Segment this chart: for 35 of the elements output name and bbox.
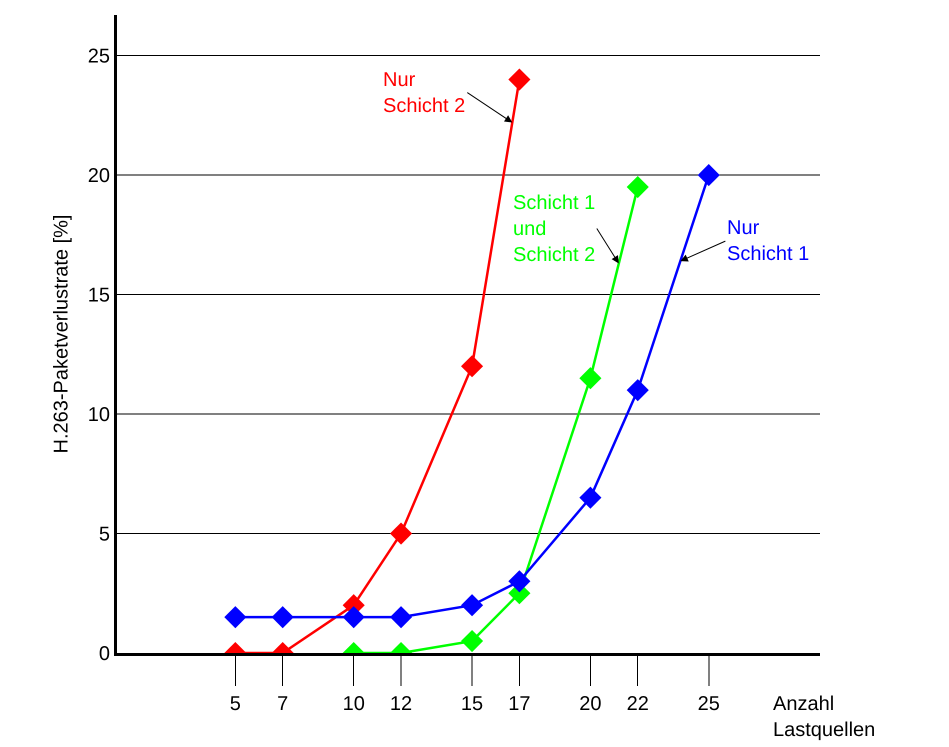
- x-tick-label: 5: [230, 693, 241, 715]
- x-tick-label: 25: [698, 693, 720, 715]
- y-axis-title: H.263-Paketverlustrate [%]: [50, 214, 72, 454]
- point: [579, 486, 602, 509]
- y-tick-label: 15: [88, 284, 110, 307]
- x-tick-label: 10: [342, 693, 365, 715]
- point: [626, 379, 649, 402]
- x-tick-label: 15: [460, 693, 484, 715]
- point: [390, 606, 412, 628]
- point: [698, 164, 720, 186]
- x-tick-label: 12: [390, 693, 412, 715]
- point: [461, 355, 484, 378]
- point: [224, 606, 246, 628]
- y-tick-label: 10: [88, 404, 110, 426]
- x-tick-label: 22: [626, 693, 649, 715]
- y-tick-label: 20: [88, 165, 110, 188]
- point: [342, 606, 365, 628]
- point: [272, 606, 294, 628]
- x-axis-title: Anzahl Lastquellen: [773, 693, 876, 741]
- point: [461, 630, 484, 652]
- text: Nur Schicht 2: [383, 69, 466, 117]
- y-tick-label: 25: [88, 46, 110, 68]
- point: [579, 367, 602, 390]
- y-tick-label: 0: [98, 643, 110, 665]
- series-label: Nur Schicht 1: [727, 217, 810, 265]
- point: [461, 594, 484, 616]
- point: [626, 176, 649, 198]
- x-tick-label: 7: [277, 693, 288, 715]
- point: [390, 522, 412, 545]
- point: [508, 570, 530, 592]
- x-tick-label: 20: [579, 693, 602, 715]
- x-tick-label: 17: [508, 693, 531, 715]
- series-label: Schicht 1 und Schicht 2: [513, 192, 596, 266]
- point: [508, 68, 530, 91]
- y-tick-label: 5: [98, 524, 110, 546]
